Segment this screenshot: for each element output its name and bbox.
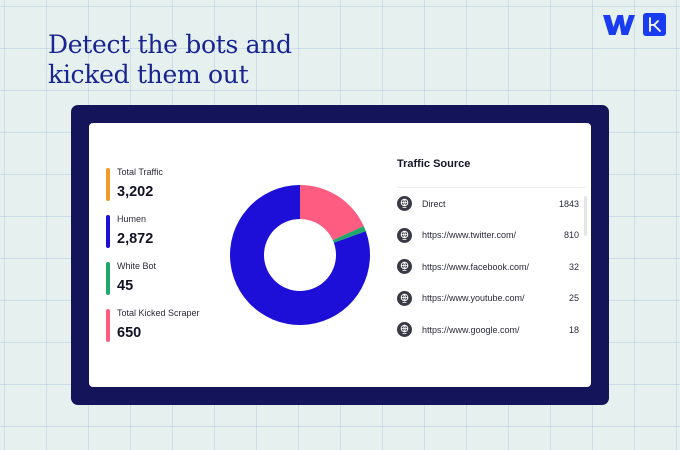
stat-color-bar (106, 168, 110, 201)
stat-color-bar (106, 309, 110, 342)
brand-k-logo-icon (643, 13, 666, 36)
stat-label: Humen (117, 214, 147, 224)
stat-label: Total Traffic (117, 167, 163, 177)
traffic-source-name: https://www.twitter.com/ (422, 230, 517, 241)
traffic-source-name: Direct (422, 198, 446, 209)
globe-icon (397, 290, 412, 306)
headline: Detect the bots and kicked them out (48, 30, 292, 90)
traffic-row: https://www.google.com/ 18 (397, 314, 587, 346)
globe-icon (397, 322, 412, 338)
stat-value: 2,872 (117, 231, 154, 247)
traffic-source-count: 810 (563, 230, 579, 241)
scrollbar[interactable] (584, 196, 587, 236)
donut-slice-white-bot (332, 226, 366, 243)
traffic-row: https://www.facebook.com/ 32 (397, 251, 587, 283)
stat-humen: Humen 2,872 (106, 213, 226, 260)
donut-svg (230, 185, 370, 325)
globe-icon (397, 196, 412, 212)
stat-label: White Bot (117, 261, 157, 271)
globe-icon (397, 259, 412, 275)
traffic-donut-chart (230, 185, 370, 325)
traffic-source-count: 1843 (558, 198, 579, 209)
stat-label: Total Kicked Scraper (117, 308, 200, 318)
stats-legend: Total Traffic 3,202 Humen 2,872 White Bo… (106, 166, 226, 354)
traffic-row: https://www.twitter.com/ 810 (397, 220, 587, 252)
traffic-source-panel: Traffic Source Direct 1843 https://www.t… (397, 157, 587, 346)
traffic-source-count: 25 (568, 293, 579, 304)
headline-line-1: Detect the bots and (48, 30, 292, 59)
stat-total-traffic: Total Traffic 3,202 (106, 166, 226, 213)
stat-color-bar (106, 215, 110, 248)
webflow-logo-icon (603, 14, 635, 36)
traffic-row: https://www.youtube.com/ 25 (397, 283, 587, 315)
traffic-source-title: Traffic Source (397, 157, 587, 188)
headline-line-2: kicked them out (48, 60, 249, 89)
traffic-source-count: 18 (568, 324, 579, 335)
traffic-source-name: https://www.google.com/ (422, 324, 520, 335)
dashboard-card: Total Traffic 3,202 Humen 2,872 White Bo… (89, 123, 591, 387)
stat-value: 650 (117, 325, 142, 341)
stat-white-bot: White Bot 45 (106, 260, 226, 307)
donut-slice-total-kicked-scraper (300, 185, 364, 241)
stat-value: 3,202 (117, 184, 154, 200)
traffic-source-list: Direct 1843 https://www.twitter.com/ 810… (397, 188, 587, 346)
stat-color-bar (106, 262, 110, 295)
traffic-source-name: https://www.youtube.com/ (422, 293, 525, 304)
globe-icon (397, 227, 412, 243)
logo-group (603, 13, 666, 36)
stat-kicked-scraper: Total Kicked Scraper 650 (106, 307, 226, 354)
traffic-source-name: https://www.facebook.com/ (422, 261, 530, 272)
traffic-source-count: 32 (568, 261, 579, 272)
donut-slice-humen (230, 185, 370, 325)
stat-value: 45 (117, 278, 134, 294)
traffic-row: Direct 1843 (397, 188, 587, 220)
